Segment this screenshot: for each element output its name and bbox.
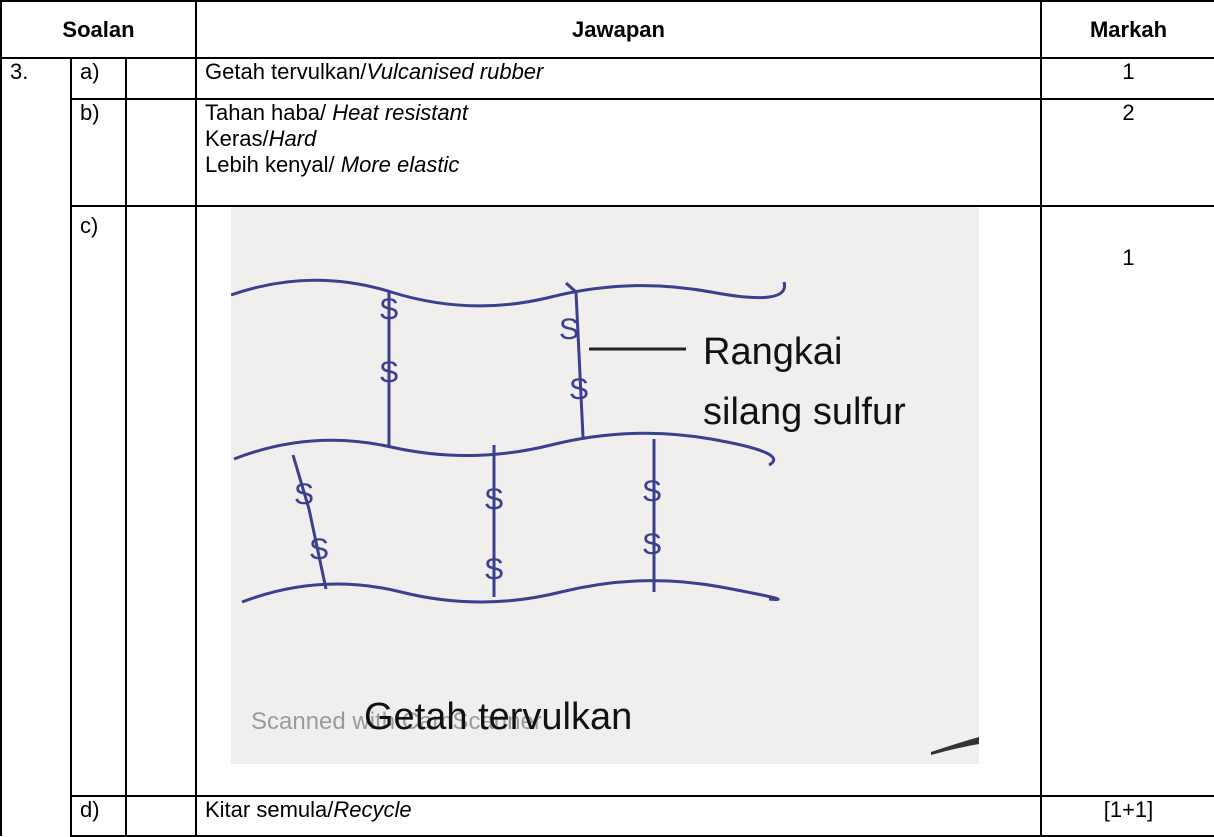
atom: S (484, 553, 504, 586)
header-jawapan: Jawapan (195, 0, 1042, 59)
atom: S (379, 356, 399, 389)
english-text: Hard (268, 126, 317, 151)
marks: 2 (1040, 98, 1214, 207)
malay-text: Lebih kenyal/ (205, 152, 341, 177)
atom: S (294, 478, 314, 511)
atom: S (642, 475, 662, 508)
malay-text: Getah tervulkan/ (205, 59, 367, 84)
atom: S (569, 373, 589, 406)
english-text: Vulcanised rubber (366, 59, 544, 84)
atom: S (484, 483, 504, 516)
part-label: b) (70, 98, 127, 207)
atom: S (559, 313, 579, 346)
marks: 1 (1040, 57, 1214, 100)
part-label: c) (70, 205, 127, 797)
malay-text: Kitar semula/ (205, 797, 334, 822)
atom: S (309, 533, 329, 566)
english-text: More elastic (340, 152, 460, 177)
english-text: Heat resistant (332, 100, 468, 125)
malay-text: Tahan haba/ (205, 100, 333, 125)
atom: S (642, 528, 662, 561)
diagram: S S S S S S S S S S Rangkai silang sulfu… (197, 207, 1040, 795)
answer: Kitar semula/Recycle (195, 795, 1042, 837)
english-text: Recycle (333, 797, 412, 822)
part-label: d) (70, 795, 127, 837)
answer: Tahan haba/ Heat resistant Keras/Hard Lebi… (195, 98, 1042, 207)
caption: Getah tervulkan (364, 696, 632, 738)
label: silang sulfur (703, 391, 906, 433)
label: Rangkai (703, 331, 842, 373)
question-number: 3. (0, 57, 72, 836)
vulcanised-rubber-diagram: S S S S S S S S S S Rangkai silang sulfu… (231, 207, 979, 764)
part-label: a) (70, 57, 127, 100)
header-markah: Markah (1040, 0, 1214, 59)
malay-text: Keras/ (205, 126, 269, 151)
marks: [1+1] (1040, 795, 1214, 837)
marks: 1 (1040, 205, 1214, 797)
watermark: Scanned with CamScanner (251, 708, 542, 735)
answer: Getah tervulkan/Vulcanised rubber (195, 57, 1042, 100)
header-soalan: Soalan (0, 0, 197, 59)
atom: S (379, 293, 399, 326)
